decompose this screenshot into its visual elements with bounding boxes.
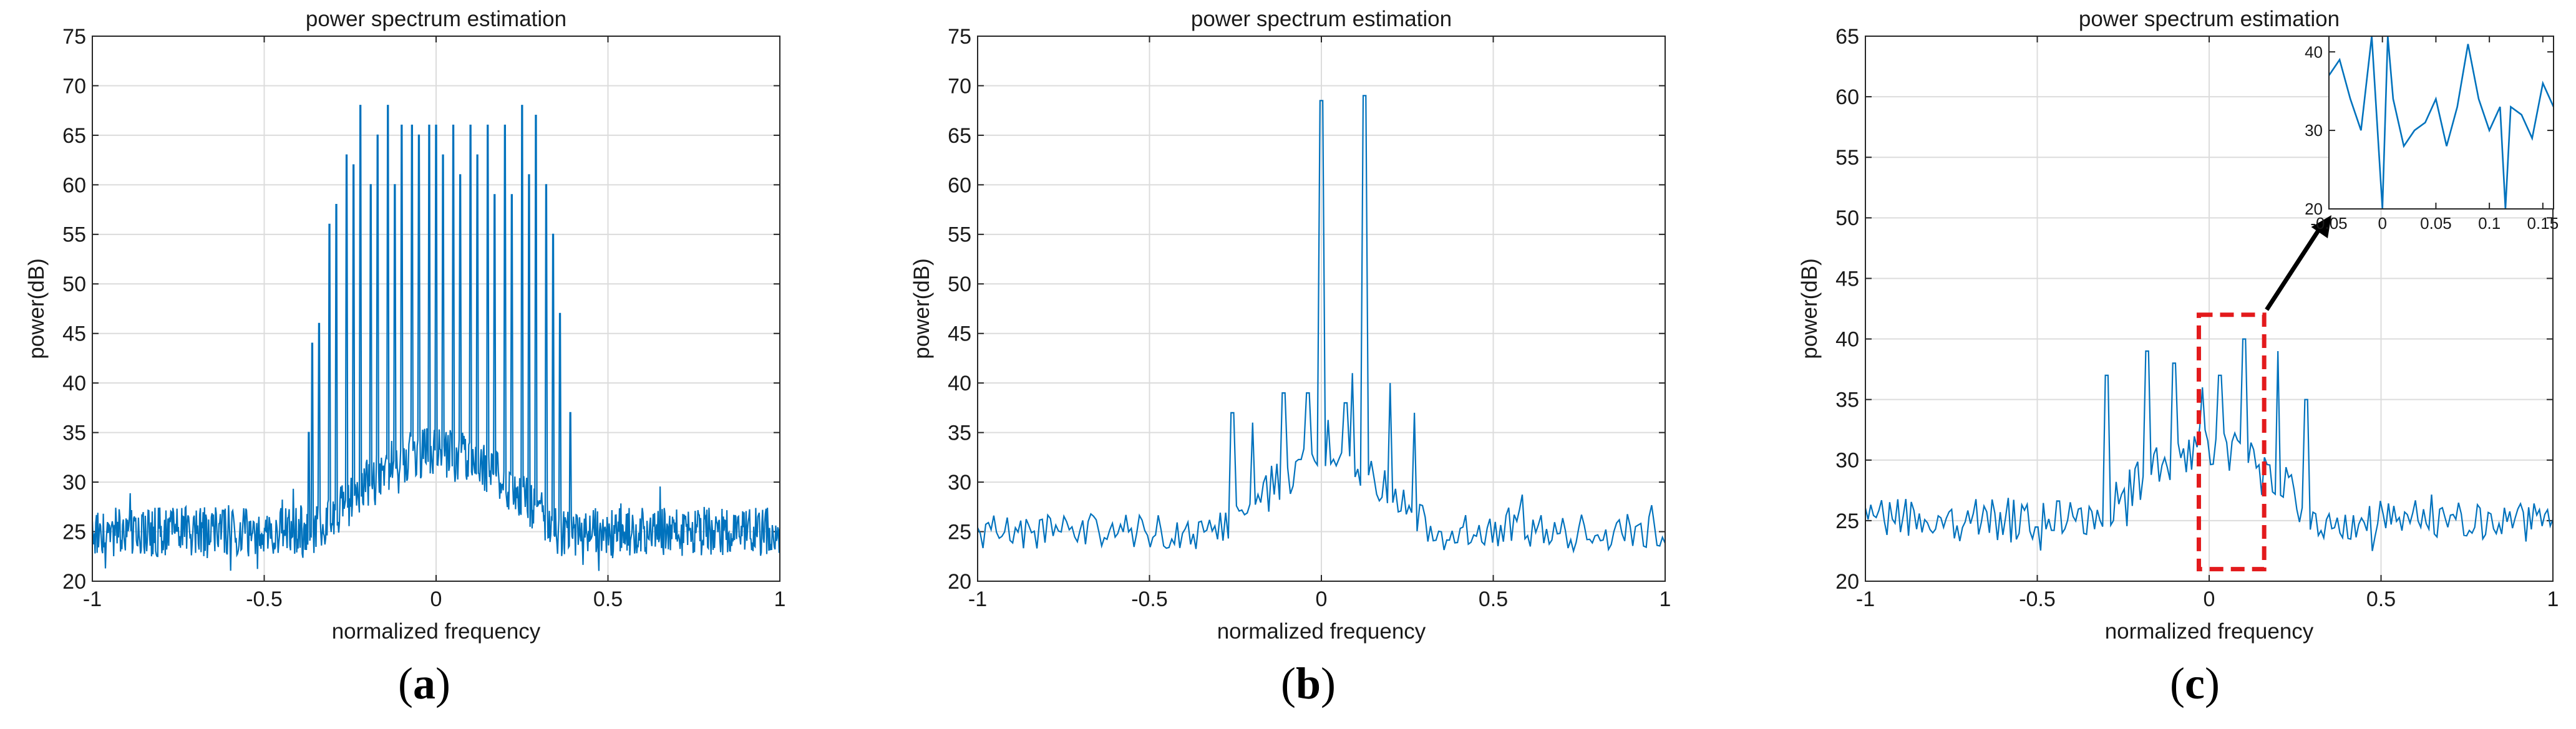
highlight-box xyxy=(2196,312,2267,572)
x-tick-label: -1 xyxy=(968,587,987,611)
x-tick-label: 1 xyxy=(1660,587,1671,611)
y-tick-label: 25 xyxy=(62,520,86,544)
x-tick-label: -0.5 xyxy=(246,587,283,611)
x-tick-label: 0.5 xyxy=(593,587,623,611)
inset-series-line xyxy=(2329,36,2554,209)
y-tick-label: 25 xyxy=(1835,509,1859,533)
axes-frame xyxy=(1865,36,2554,582)
y-tick-label: 20 xyxy=(2305,200,2323,218)
zoom-arrow-head xyxy=(2311,215,2331,239)
x-axis-label: normalized frequency xyxy=(2105,619,2314,644)
y-tick-label: 35 xyxy=(62,422,86,445)
y-tick-label: 50 xyxy=(948,273,971,296)
y-tick-label: 70 xyxy=(62,74,86,98)
y-axis-label: power(dB) xyxy=(1797,258,1822,359)
y-tick-label: 30 xyxy=(948,471,971,495)
inset-frame xyxy=(2328,36,2554,210)
chart-title: power spectrum estimation xyxy=(306,7,566,31)
x-tick-label: 0.5 xyxy=(2366,587,2396,611)
y-tick-label: 45 xyxy=(948,322,971,346)
panel-label-c: (c) xyxy=(2170,659,2220,708)
x-tick-label: -1 xyxy=(83,587,102,611)
y-tick-label: 30 xyxy=(62,471,86,495)
x-tick-label: 1 xyxy=(2547,587,2559,611)
x-tick-label: 0.15 xyxy=(2527,214,2559,233)
y-axis-label: power(dB) xyxy=(24,258,49,359)
y-tick-label: 50 xyxy=(62,273,86,296)
y-tick-label: 75 xyxy=(948,25,971,49)
y-tick-label: 20 xyxy=(1835,570,1859,594)
y-tick-label: 35 xyxy=(1835,389,1859,412)
x-tick-label: 0.1 xyxy=(2478,214,2501,233)
y-tick-label: 20 xyxy=(948,570,971,594)
x-tick-label: 0.5 xyxy=(1479,587,1508,611)
y-tick-label: 35 xyxy=(948,422,971,445)
x-axis-label: normalized frequency xyxy=(1217,619,1426,644)
x-tick-label: -0.05 xyxy=(2310,214,2347,233)
y-tick-label: 20 xyxy=(62,570,86,594)
series-line-spectrum xyxy=(1865,338,2553,551)
y-tick-label: 45 xyxy=(1835,267,1859,291)
y-tick-label: 55 xyxy=(948,223,971,247)
x-tick-label: 0 xyxy=(2204,587,2215,611)
series-line-spectrum xyxy=(978,95,1665,554)
y-tick-label: 60 xyxy=(1835,85,1859,109)
y-tick-label: 50 xyxy=(1835,206,1859,230)
y-tick-label: 65 xyxy=(1835,25,1859,49)
axes-frame xyxy=(977,36,1666,582)
y-tick-label: 25 xyxy=(948,520,971,544)
y-tick-label: 40 xyxy=(2305,42,2323,61)
chart-title: power spectrum estimation xyxy=(1191,7,1452,31)
y-tick-label: 70 xyxy=(948,74,971,98)
chart-panel-a: -1 -0.5 0 0.5 1 20 25 30 35 40 45 50 55 60 65 70 75 power… xyxy=(24,7,785,644)
y-tick-label: 60 xyxy=(62,173,86,197)
panel-label-b: (b) xyxy=(1280,659,1336,708)
chart-panel-b: -1 -0.5 0 0.5 1 20 25 30 35 40 45 50 55 60 65 70 75 power… xyxy=(910,7,1671,644)
y-tick-label: 55 xyxy=(1835,146,1859,170)
y-tick-label: 60 xyxy=(948,173,971,197)
x-tick-label: 0 xyxy=(2378,214,2386,233)
x-tick-label: -1 xyxy=(1856,587,1875,611)
inset-chart: -0.05 0 0.05 0.1 0.15 20 30 40 xyxy=(2305,36,2559,233)
y-tick-label: 40 xyxy=(1835,327,1859,351)
y-tick-label: 75 xyxy=(62,25,86,49)
y-tick-label: 40 xyxy=(62,372,86,395)
y-tick-label: 45 xyxy=(62,322,86,346)
y-tick-label: 30 xyxy=(2305,121,2323,140)
y-tick-label: 65 xyxy=(62,124,86,148)
x-tick-label: 1 xyxy=(774,587,786,611)
x-tick-label: 0 xyxy=(1316,587,1328,611)
x-tick-label: -0.5 xyxy=(1131,587,1168,611)
y-tick-label: 55 xyxy=(62,223,86,247)
zoom-arrow-shaft xyxy=(2265,223,2325,311)
axes-frame xyxy=(92,36,780,582)
y-tick-label: 30 xyxy=(1835,449,1859,473)
series-line-spectrum xyxy=(92,105,780,571)
x-tick-label: -0.5 xyxy=(2019,587,2056,611)
x-tick-label: 0 xyxy=(430,587,442,611)
x-tick-label: 0.05 xyxy=(2420,214,2452,233)
x-axis-label: normalized frequency xyxy=(332,619,541,644)
chart-title: power spectrum estimation xyxy=(2079,7,2340,31)
panel-label-a: (a) xyxy=(398,659,450,708)
y-tick-label: 40 xyxy=(948,372,971,395)
y-axis-label: power(dB) xyxy=(910,258,934,359)
y-tick-label: 65 xyxy=(948,124,971,148)
chart-panel-c: -1 -0.5 0 0.5 1 20 25 30 35 40 45 50 55 60 65 power spe… xyxy=(1797,7,2559,644)
